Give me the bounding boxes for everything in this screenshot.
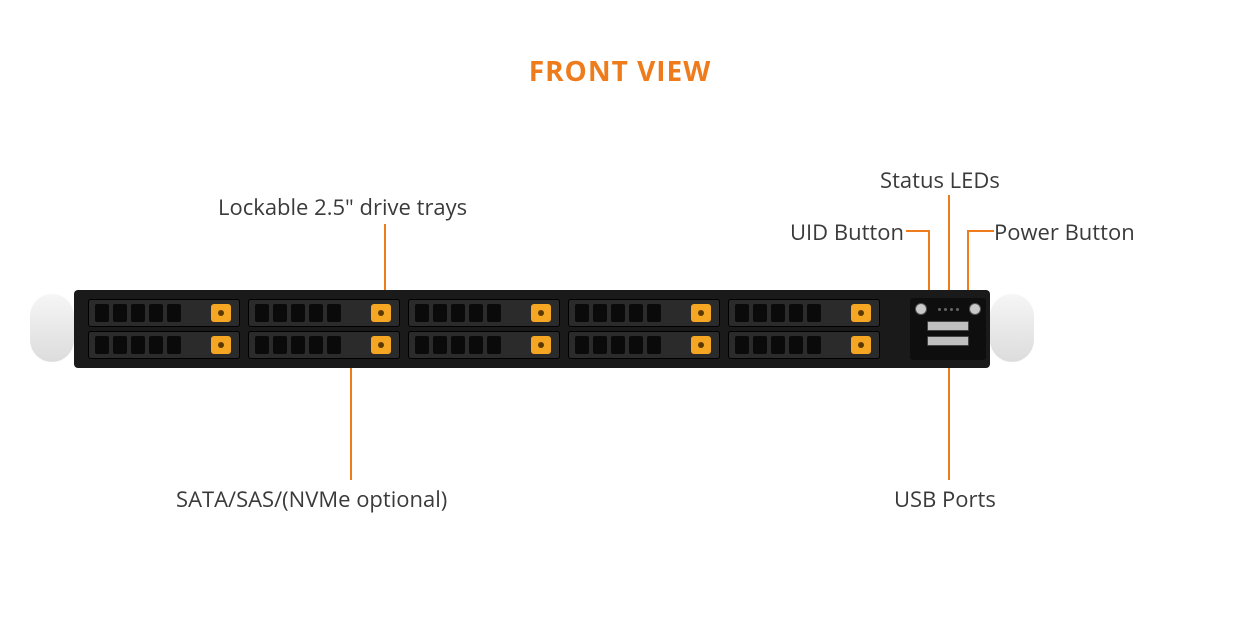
drive-lock-icon [851,336,871,354]
label-usb-ports: USB Ports [894,484,996,514]
label-status-leds: Status LEDs [880,165,1000,195]
label-drive-trays: Lockable 2.5" drive trays [218,192,467,222]
drive-bay[interactable] [568,331,720,359]
diagram-title: FRONT VIEW [529,52,712,90]
drive-lock-icon [371,336,391,354]
callout-line-usb [948,358,950,480]
drive-lock-icon [531,304,551,322]
drive-bay[interactable] [88,299,240,327]
drive-lock-icon [211,304,231,322]
drive-bay[interactable] [248,299,400,327]
rack-ear-right [990,294,1034,362]
callout-line-power-h [967,230,994,232]
drive-lock-icon [211,336,231,354]
usb-port-1[interactable] [927,321,969,331]
drive-bay[interactable] [408,331,560,359]
callout-line-uid-h [906,230,928,232]
callout-line-sata-sas [350,360,352,480]
uid-button[interactable] [915,303,927,315]
drive-lock-icon [691,304,711,322]
label-uid-button: UID Button [790,217,904,247]
drive-bay[interactable] [568,299,720,327]
drive-bay[interactable] [88,331,240,359]
rack-ear-left [30,294,74,362]
drive-bay[interactable] [728,331,880,359]
drive-lock-icon [371,304,391,322]
status-leds [938,308,959,311]
drive-bay[interactable] [248,331,400,359]
usb-port-2[interactable] [927,336,969,346]
callout-line-status-leds [948,195,950,300]
drive-lock-icon [851,304,871,322]
drive-bay[interactable] [728,299,880,327]
label-sata-sas: SATA/SAS/(NVMe optional) [176,484,447,514]
drive-bay[interactable] [408,299,560,327]
drive-lock-icon [531,336,551,354]
power-button[interactable] [969,303,981,315]
drive-lock-icon [691,336,711,354]
label-power-button: Power Button [994,217,1135,247]
drive-bays [88,299,880,359]
front-control-panel [910,298,986,360]
